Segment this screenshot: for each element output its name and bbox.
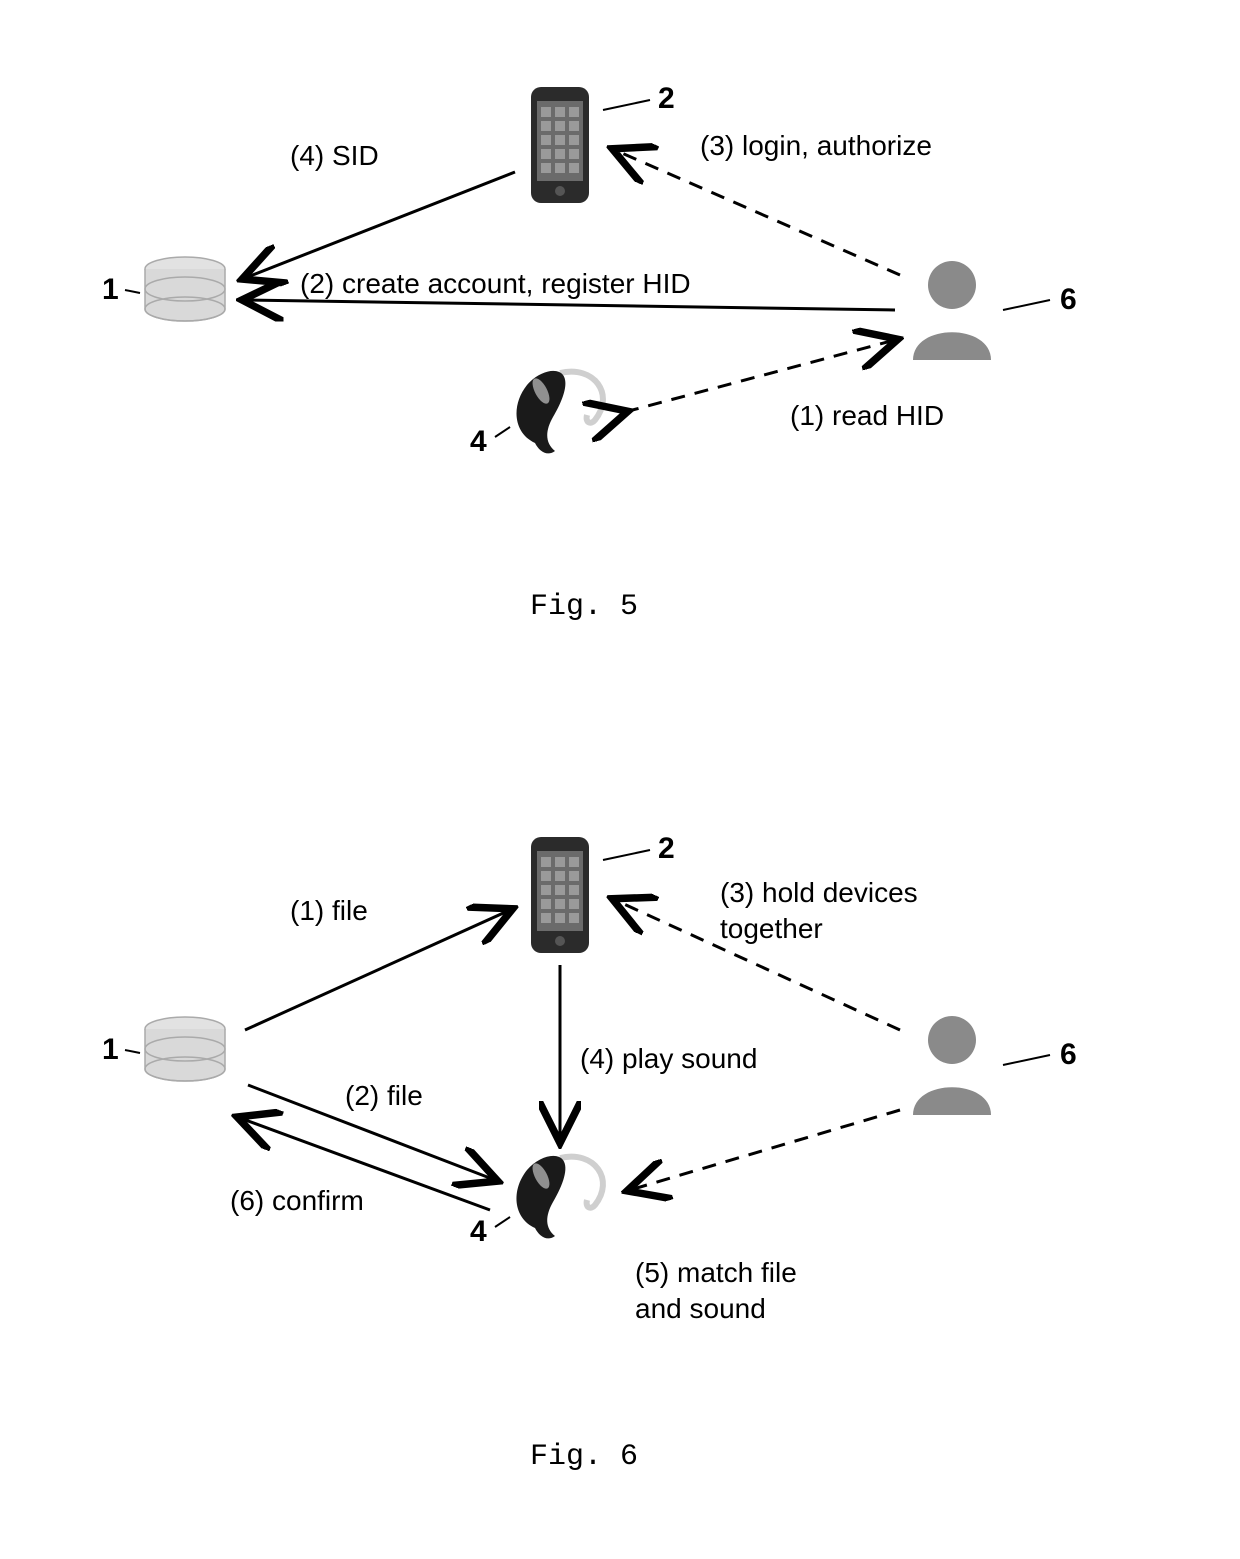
edge-label: (2) create account, register HID xyxy=(300,268,691,300)
node-number: 1 xyxy=(102,1033,119,1067)
node-number: 6 xyxy=(1060,283,1077,317)
node-number: 6 xyxy=(1060,1038,1077,1072)
edge-label: (4) play sound xyxy=(580,1043,757,1075)
edge-label: (5) match file and sound xyxy=(635,1255,797,1328)
database-icon xyxy=(140,255,230,340)
node-number: 2 xyxy=(658,82,675,116)
arrows-layer xyxy=(0,0,1240,1559)
phone-icon xyxy=(525,85,595,210)
user-icon xyxy=(905,1010,1000,1125)
phone-icon xyxy=(525,835,595,960)
hearing-aid-icon xyxy=(505,365,615,465)
edge-label: (4) SID xyxy=(290,140,379,172)
edge-label: (6) confirm xyxy=(230,1185,364,1217)
node-number: 4 xyxy=(470,1215,487,1249)
diagram-canvas: 1 2 4 6 1 2 4 6 (4) SID (3) login, autho… xyxy=(0,0,1240,1559)
edge-label: (2) file xyxy=(345,1080,423,1112)
user-icon xyxy=(905,255,1000,370)
edge-label: (1) read HID xyxy=(790,400,944,432)
database-icon xyxy=(140,1015,230,1100)
edge-label: (3) hold devices together xyxy=(720,875,918,948)
edge-label: (1) file xyxy=(290,895,368,927)
node-number: 4 xyxy=(470,425,487,459)
figure-caption: Fig. 5 xyxy=(530,590,638,624)
edge-label: (3) login, authorize xyxy=(700,130,932,162)
figure-caption: Fig. 6 xyxy=(530,1440,638,1474)
node-number: 1 xyxy=(102,273,119,307)
hearing-aid-icon xyxy=(505,1150,615,1250)
node-number: 2 xyxy=(658,832,675,866)
